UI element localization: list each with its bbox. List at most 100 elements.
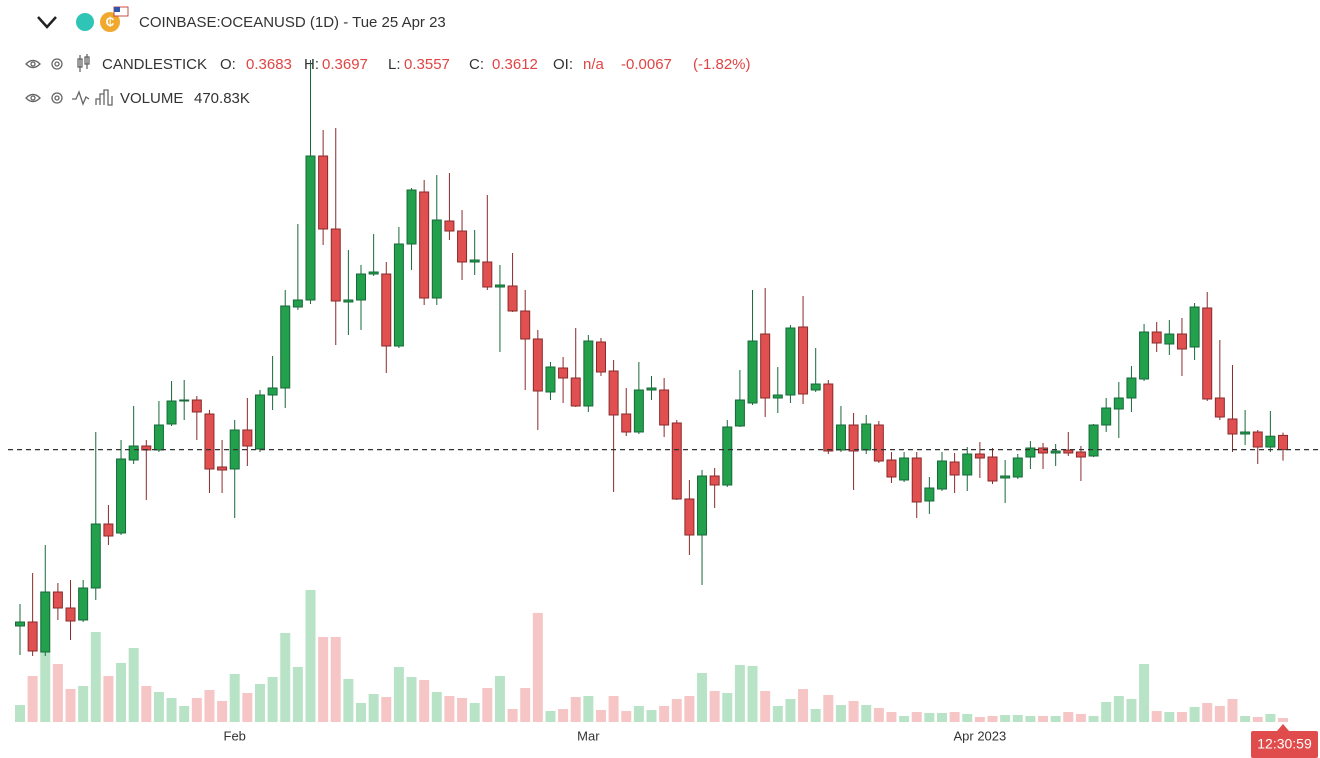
volume-bar	[90, 631, 101, 722]
candle-body	[1000, 475, 1011, 479]
volume-bar	[873, 707, 884, 722]
volume-bar	[570, 696, 581, 722]
legend-open-label: O:	[220, 56, 236, 73]
volume-bar	[595, 709, 606, 722]
legend-icons	[25, 54, 90, 72]
candle-body	[153, 424, 164, 451]
volume-bar	[974, 716, 985, 722]
candle-body	[1151, 331, 1162, 344]
candle-body	[911, 457, 922, 503]
legend-high-label: H:	[304, 56, 319, 73]
volume-bar	[899, 715, 910, 722]
candle-body	[90, 523, 101, 589]
candle-body	[191, 399, 202, 413]
chart-title: COINBASE:OCEANUSD (1D) - Tue 25 Apr 23	[139, 14, 446, 31]
volume-bar	[507, 708, 518, 722]
candle-body	[861, 423, 872, 451]
volume-bar	[1252, 716, 1263, 722]
candle-body	[15, 621, 25, 627]
candle-body	[217, 466, 228, 471]
legend-close-label: C:	[469, 56, 484, 73]
candle-body	[709, 475, 720, 486]
collapse-chevron[interactable]	[37, 16, 57, 29]
coin-glyph: ₵	[106, 15, 115, 29]
candle-body	[78, 587, 89, 621]
volume-bar	[621, 710, 632, 722]
candle-body	[949, 461, 960, 476]
candle-body	[457, 230, 468, 263]
volume-bar	[280, 632, 291, 722]
volume-bar	[1101, 701, 1112, 722]
candle-body	[747, 340, 758, 404]
volume-bar	[1265, 713, 1276, 722]
volume-bar	[760, 690, 771, 722]
volume-bar	[419, 679, 430, 722]
candle-body	[128, 445, 139, 461]
volume-bar	[911, 711, 922, 722]
candle-body	[254, 394, 265, 450]
volume-bar	[684, 695, 695, 722]
candle-body	[1139, 331, 1150, 380]
wave-icon	[72, 90, 90, 106]
volume-bar	[356, 702, 367, 722]
volume-bar	[936, 712, 947, 722]
volume-bar	[1025, 715, 1036, 722]
gear-hub	[54, 61, 60, 67]
volume-bar	[1240, 715, 1251, 722]
gear-icon[interactable]	[51, 58, 63, 70]
volume-bar	[40, 651, 51, 722]
volume-bar	[1038, 715, 1049, 722]
volume-bar	[810, 708, 821, 722]
volume-bar	[823, 694, 834, 722]
header: ₵ COINBASE:OCEANUSD (1D) - Tue 25 Apr 23	[37, 6, 446, 32]
candle-body	[583, 340, 594, 407]
candle-body	[734, 399, 745, 427]
volume-bar	[962, 713, 973, 722]
volume-bar	[116, 662, 127, 722]
candle-body	[545, 366, 556, 393]
candles	[15, 60, 1288, 656]
volume-bar	[65, 688, 76, 722]
volume-bar	[520, 687, 531, 722]
volume-bar	[1063, 711, 1074, 722]
volume-bar	[482, 687, 493, 722]
candle-body	[1189, 306, 1200, 348]
volume-bar	[406, 676, 417, 722]
candle-body	[1101, 407, 1112, 426]
legend-oi: n/a	[583, 56, 605, 73]
candle-body	[899, 457, 910, 481]
legend-oi-label: OI:	[553, 56, 573, 73]
legend-change-pct: (-1.82%)	[693, 56, 751, 73]
candle-body	[469, 259, 480, 263]
volume-bar	[78, 685, 89, 722]
volume-bar	[128, 647, 139, 722]
volume-bar	[141, 685, 152, 722]
eye-icon[interactable]	[25, 93, 41, 103]
eye-icon[interactable]	[25, 59, 41, 69]
candle-body	[684, 498, 695, 536]
x-tick-label: Mar	[577, 728, 600, 743]
candle-body	[343, 299, 354, 303]
candle-body	[1113, 397, 1124, 410]
gear-icon[interactable]	[51, 92, 63, 104]
candle-body	[116, 458, 127, 534]
volume-bar	[583, 695, 594, 722]
volume-bar	[1113, 695, 1124, 722]
legend-low: 0.3557	[404, 56, 450, 73]
candle-body	[444, 220, 455, 232]
candle-body	[1252, 431, 1263, 448]
volume-bar	[1151, 710, 1162, 722]
volume-bar	[179, 705, 190, 722]
volume-bar	[1214, 705, 1225, 722]
volume-bar	[1000, 714, 1011, 722]
bars-icon	[95, 89, 113, 106]
volume-bar	[444, 695, 455, 722]
candle-body	[848, 424, 859, 452]
market-status-dot	[76, 13, 94, 31]
volume-bar	[924, 712, 935, 722]
candle-body	[103, 523, 114, 537]
candle-body	[785, 327, 796, 396]
candle-body	[633, 389, 644, 433]
volume-bar	[1126, 698, 1137, 722]
volume-bar	[166, 697, 177, 722]
